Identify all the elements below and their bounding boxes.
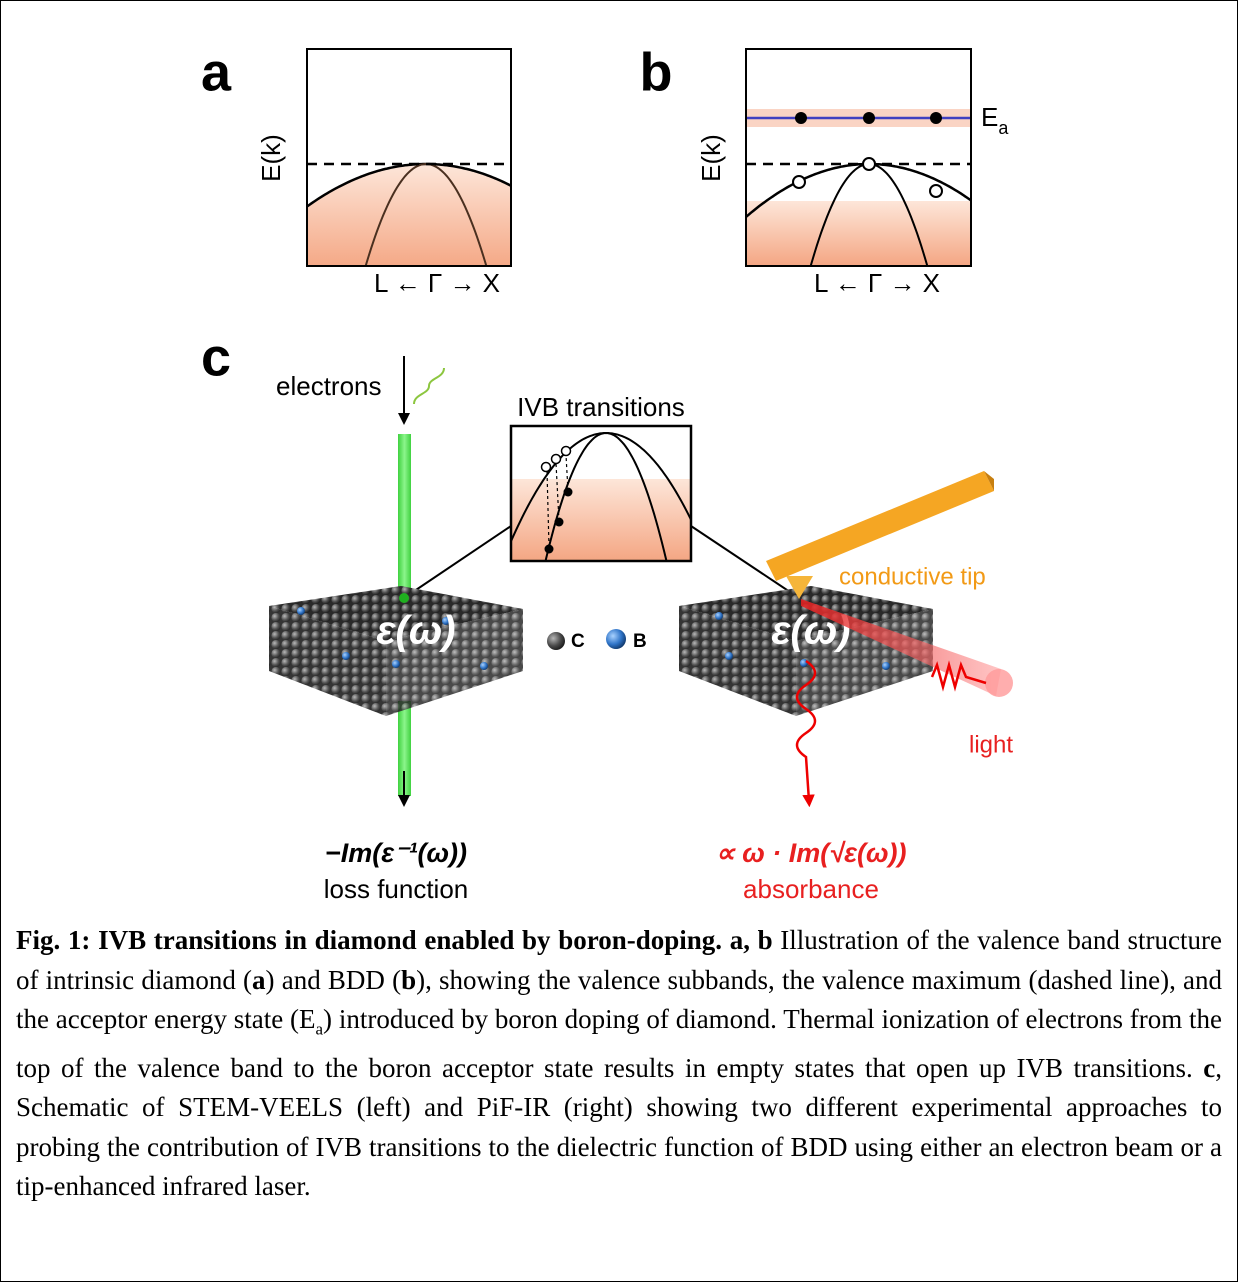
caption-run: Fig. 1: IVB transitions in diamond enabl… <box>16 925 722 955</box>
tip-label: conductive tip <box>839 563 986 590</box>
x-axis-label: L ← Γ → X <box>814 268 940 298</box>
figure-art: a E(k) L ← Γ → X b E(k) L ← Γ → X Ea c e… <box>1 1 1238 911</box>
electron-beam <box>398 434 411 594</box>
legend-atom <box>606 629 626 649</box>
legend-label: B <box>633 631 647 652</box>
caption-run: b <box>401 965 416 995</box>
level-sub: a <box>998 118 1009 138</box>
x-axis-label: L ← Γ → X <box>374 268 500 298</box>
formula-caption: absorbance <box>743 874 879 904</box>
inset-title: IVB transitions <box>517 392 685 422</box>
panel-label: c <box>201 327 231 387</box>
panel-label: a <box>201 42 232 102</box>
caption-run: a <box>316 1019 324 1038</box>
caption-run: c <box>1203 1053 1215 1083</box>
legend-label: C <box>571 631 585 652</box>
wave-packet <box>414 368 444 404</box>
panel-label: b <box>640 42 673 102</box>
light-label: light <box>969 731 1013 758</box>
zoom-line <box>404 526 511 598</box>
y-axis-label: E(k) <box>256 134 286 182</box>
legend-atom <box>547 632 565 650</box>
level-main: E <box>981 102 998 132</box>
level-label: Ea <box>981 102 1009 138</box>
caption-run <box>722 925 730 955</box>
light-source <box>985 669 1013 697</box>
epsilon-label: ε(ω) <box>376 609 455 653</box>
figure-page: a E(k) L ← Γ → X b E(k) L ← Γ → X Ea c e… <box>0 0 1238 1282</box>
caption-run: a, b <box>730 925 773 955</box>
beam-label: electrons <box>276 371 382 401</box>
formula-caption: loss function <box>324 874 469 904</box>
band-fill <box>301 164 517 271</box>
caption-run: ) and BDD ( <box>266 965 402 995</box>
figure-caption: Fig. 1: IVB transitions in diamond enabl… <box>16 921 1222 1207</box>
formula: −Im(ε⁻¹(ω)) <box>325 838 467 868</box>
caption-run: a <box>252 965 266 995</box>
band-fill <box>746 201 971 266</box>
formula: ∝ ω · Im(√ε(ω)) <box>715 838 906 868</box>
y-axis-label: E(k) <box>696 134 726 182</box>
